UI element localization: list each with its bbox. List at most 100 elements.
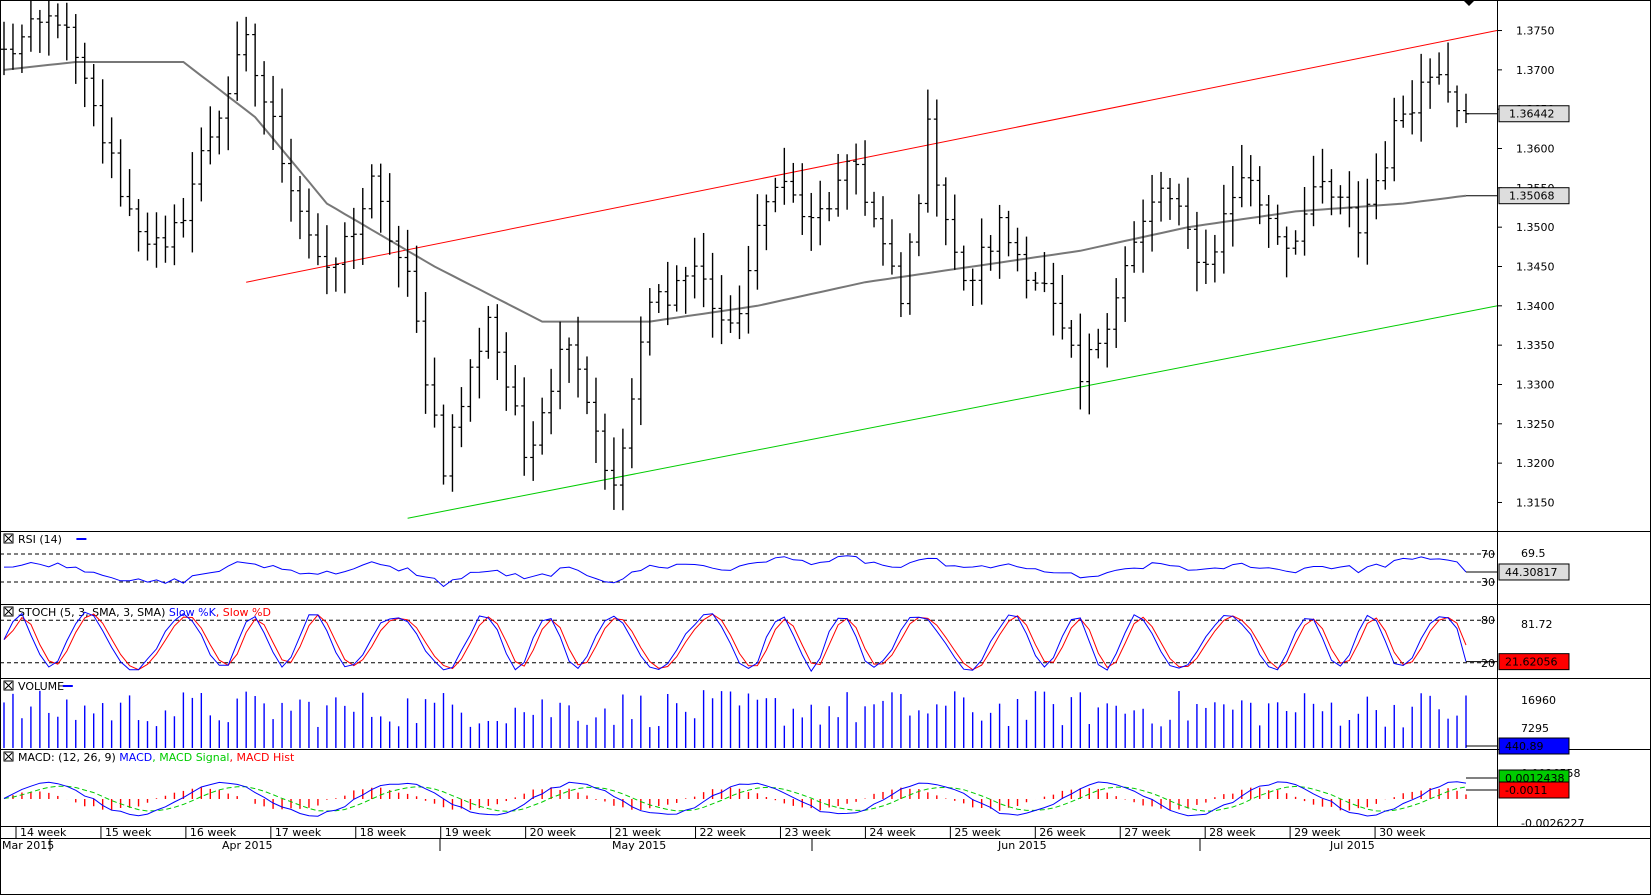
ohlc-bar xyxy=(691,237,698,299)
ohlc-bar xyxy=(637,316,644,426)
ohlc-bar xyxy=(1301,186,1308,256)
current-price-label-box xyxy=(1498,105,1570,123)
ohlc-bar xyxy=(27,0,34,52)
ma-value-label-text: 1.35068 xyxy=(1509,190,1555,203)
ohlc-bar xyxy=(162,215,169,263)
ohlc-bars xyxy=(1,0,1469,511)
ohlc-bar xyxy=(933,99,940,217)
week-label: 14 week xyxy=(20,826,67,839)
ohlc-bar xyxy=(1445,42,1452,103)
ohlc-bar xyxy=(1319,148,1326,204)
ohlc-bar xyxy=(279,88,286,183)
ohlc-bar xyxy=(1391,97,1398,182)
month-label: Jul 2015 xyxy=(1329,839,1375,852)
ohlc-bar xyxy=(700,232,707,308)
ohlc-bar xyxy=(727,295,734,333)
ohlc-bar xyxy=(216,110,223,155)
rsi-header: RSI (14) xyxy=(18,533,62,546)
ohlc-bar xyxy=(314,213,321,266)
ohlc-bar xyxy=(673,265,680,312)
ohlc-bar xyxy=(1,21,7,76)
ohlc-bar xyxy=(969,268,976,307)
ohlc-bar xyxy=(655,284,662,313)
volume-bars xyxy=(3,690,1467,748)
ohlc-bar xyxy=(1382,141,1389,190)
rsi-axis-label: 69.5 xyxy=(1521,547,1546,560)
week-label: 23 week xyxy=(784,826,831,839)
ohlc-bar xyxy=(1158,171,1165,222)
ohlc-bar xyxy=(1265,194,1272,248)
ohlc-bar xyxy=(871,191,878,228)
ohlc-bar xyxy=(781,147,788,205)
week-label: 20 week xyxy=(530,826,577,839)
stoch-slow-k-line xyxy=(3,611,1467,673)
collapse-x-icon xyxy=(4,607,13,616)
ohlc-bar xyxy=(1238,144,1245,208)
week-label: 25 week xyxy=(954,826,1001,839)
ohlc-bar xyxy=(72,14,79,84)
ohlc-bar xyxy=(1113,278,1120,348)
week-label: 21 week xyxy=(615,826,662,839)
ohlc-bar xyxy=(987,235,994,271)
price-tick-label: 1.3400 xyxy=(1516,300,1555,313)
ohlc-bar xyxy=(512,365,519,416)
stoch-value-box xyxy=(1498,653,1570,671)
ohlc-bar xyxy=(1220,184,1227,274)
ohlc-bar xyxy=(1184,177,1191,249)
ohlc-bar xyxy=(1175,183,1182,226)
week-label: 26 week xyxy=(1039,826,1086,839)
ohlc-bar xyxy=(1041,252,1048,293)
ohlc-bar xyxy=(539,397,546,455)
ohlc-bar xyxy=(1023,236,1030,299)
ohlc-bar xyxy=(1328,169,1335,216)
ohlc-bar xyxy=(1256,166,1263,225)
ohlc-bar xyxy=(234,21,241,101)
ohlc-bar xyxy=(1050,262,1057,336)
ohlc-bar xyxy=(530,421,537,481)
week-label: 15 week xyxy=(105,826,152,839)
macd-signal-line xyxy=(3,785,1467,812)
ohlc-bar xyxy=(1247,155,1254,207)
ohlc-bar xyxy=(951,194,958,270)
rsi-value-text: 44.30817 xyxy=(1505,566,1558,579)
price-tick-label: 1.3700 xyxy=(1516,64,1555,77)
week-label: 24 week xyxy=(869,826,916,839)
week-label: 28 week xyxy=(1209,826,1256,839)
collapse-x-icon xyxy=(4,681,13,690)
price-tick-label: 1.3200 xyxy=(1516,457,1555,470)
ohlc-bar xyxy=(1086,333,1093,415)
ohlc-bar xyxy=(628,378,635,469)
upper-channel-line xyxy=(246,30,1498,283)
ohlc-bar xyxy=(270,75,277,151)
week-label: 30 week xyxy=(1379,826,1426,839)
month-label: Mar 2015 xyxy=(2,839,54,852)
ohlc-bar xyxy=(171,204,178,266)
ohlc-bar xyxy=(305,188,312,259)
macd-series-label: , MACD Hist xyxy=(230,751,296,764)
ohlc-bar xyxy=(243,16,250,72)
ohlc-bar xyxy=(225,76,232,151)
ohlc-bar xyxy=(422,292,429,414)
ohlc-bar xyxy=(1095,328,1102,359)
ohlc-bar xyxy=(1032,271,1039,291)
ohlc-bar xyxy=(915,194,922,257)
ohlc-bar xyxy=(592,377,599,463)
ohlc-bar xyxy=(485,305,492,359)
ohlc-bar xyxy=(521,377,528,476)
ohlc-bar xyxy=(772,177,779,213)
ohlc-bar xyxy=(341,222,348,294)
ohlc-bar xyxy=(754,194,761,290)
ohlc-bar xyxy=(1364,178,1371,265)
ohlc-bar xyxy=(619,428,626,511)
ohlc-bar xyxy=(682,266,689,314)
ohlc-bar xyxy=(323,225,330,295)
ohlc-bar xyxy=(1418,53,1425,142)
ohlc-bar xyxy=(1355,181,1362,258)
ohlc-bar xyxy=(1122,246,1129,322)
ohlc-bar xyxy=(1202,229,1209,284)
ohlc-bar xyxy=(1059,274,1066,340)
ohlc-bar xyxy=(1274,204,1281,245)
ohlc-bar xyxy=(1454,85,1461,128)
ohlc-bar xyxy=(790,162,797,203)
